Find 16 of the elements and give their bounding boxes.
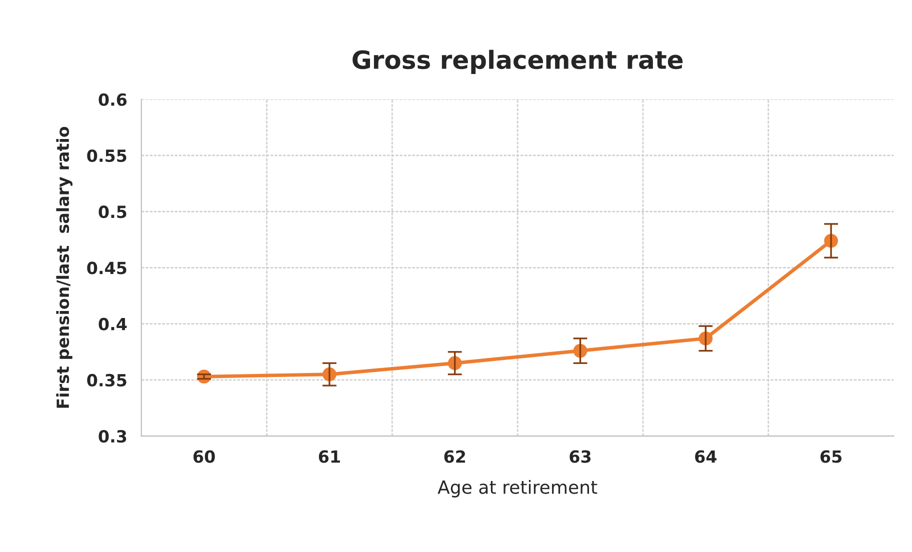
y-tick-label: 0.6 [98, 93, 127, 106]
y-tick-label: 0.55 [87, 149, 126, 162]
x-tick-label: 62 [444, 450, 466, 463]
y-tick-label: 0.5 [98, 206, 126, 218]
y-axis-title: First pension/last salary ratio [56, 126, 72, 408]
x-tick-label: 64 [695, 450, 716, 463]
x-axis-title: Age at retirement [438, 480, 598, 498]
x-tick-label: 63 [570, 450, 591, 463]
y-tick-label: 0.45 [87, 262, 126, 274]
y-tick-label: 0.3 [98, 430, 126, 443]
y-tick-label: 0.4 [98, 318, 127, 330]
y-tick-label: 0.35 [87, 374, 126, 387]
x-tick-label: 60 [193, 450, 215, 463]
x-tick-label: 65 [820, 450, 842, 463]
x-tick-label: 61 [318, 450, 340, 463]
chart-title: Gross replacement rate [352, 50, 683, 74]
